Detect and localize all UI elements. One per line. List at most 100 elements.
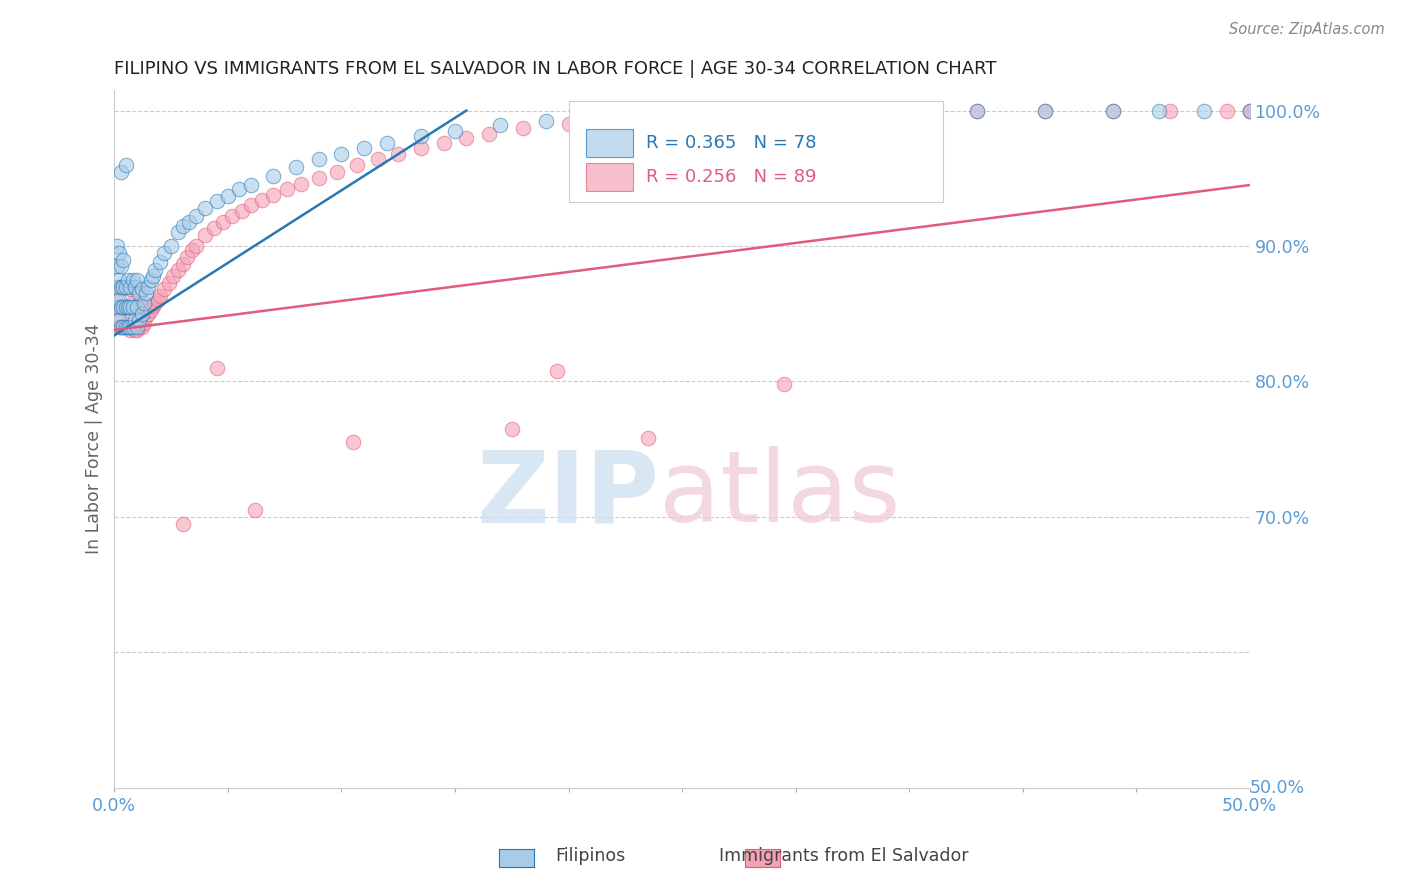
Point (128, 320, 150, 334)
Point (1102, 103, 1125, 118)
Point (807, 104, 830, 119)
Point (108, 293, 131, 307)
Point (110, 260, 132, 274)
Point (149, 255, 172, 269)
Point (1216, 103, 1239, 118)
Point (108, 245, 131, 260)
Point (326, 164, 349, 178)
Point (108, 320, 131, 334)
Text: R = 0.365   N = 78: R = 0.365 N = 78 (645, 134, 817, 152)
Point (114, 279, 136, 293)
Point (1033, 103, 1056, 118)
Point (124, 300, 146, 314)
Point (112, 300, 135, 314)
Point (367, 153, 389, 167)
Point (143, 263, 166, 277)
Point (194, 228, 217, 243)
Point (512, 121, 534, 136)
Point (898, 103, 921, 118)
Point (124, 323, 146, 337)
Point (308, 153, 330, 167)
Point (127, 300, 149, 314)
Point (131, 320, 153, 334)
Point (108, 300, 131, 314)
Point (353, 141, 375, 155)
Point (108, 279, 131, 293)
Point (243, 503, 266, 517)
Point (1239, 103, 1261, 118)
Point (110, 279, 132, 293)
Point (127, 320, 149, 334)
Point (157, 276, 180, 290)
Point (131, 282, 153, 296)
Point (114, 320, 136, 334)
Text: atlas: atlas (659, 446, 901, 543)
Point (114, 300, 136, 314)
Point (127, 300, 149, 314)
Point (105, 279, 128, 293)
Point (132, 316, 155, 330)
Point (603, 113, 626, 128)
Point (186, 209, 208, 223)
Point (112, 279, 135, 293)
Point (149, 289, 172, 303)
Point (110, 164, 132, 178)
Point (1159, 103, 1181, 118)
Point (217, 189, 239, 203)
Point (117, 320, 139, 334)
Point (121, 273, 143, 287)
Y-axis label: In Labor Force | Age 30-34: In Labor Force | Age 30-34 (86, 324, 103, 554)
Point (117, 273, 139, 287)
Point (127, 323, 149, 337)
Point (637, 431, 659, 445)
Point (172, 516, 194, 531)
Point (142, 299, 165, 313)
Point (114, 300, 136, 314)
Point (740, 106, 762, 120)
Point (276, 182, 298, 196)
Point (112, 320, 135, 334)
Point (290, 177, 312, 191)
Point (121, 300, 143, 314)
Point (212, 214, 235, 228)
Point (108, 273, 131, 287)
Point (433, 136, 456, 150)
Point (785, 103, 807, 118)
Point (139, 273, 162, 287)
FancyBboxPatch shape (585, 128, 633, 156)
Point (120, 279, 142, 293)
Point (308, 171, 330, 186)
Point (1239, 103, 1261, 118)
Point (153, 282, 176, 296)
Point (124, 279, 146, 293)
Point (117, 279, 139, 293)
Point (114, 320, 136, 334)
Point (409, 129, 432, 144)
Point (121, 295, 143, 310)
Point (262, 187, 284, 202)
Point (121, 320, 143, 334)
Point (671, 108, 693, 122)
Point (117, 320, 139, 334)
Point (105, 313, 128, 327)
Point (127, 273, 149, 287)
Point (346, 158, 368, 172)
Point (180, 243, 202, 257)
Point (108, 313, 131, 327)
Point (176, 250, 198, 264)
Point (966, 103, 988, 118)
Text: R = 0.256   N = 89: R = 0.256 N = 89 (645, 169, 817, 186)
Point (205, 194, 228, 209)
Point (179, 214, 201, 228)
Point (105, 300, 128, 314)
Point (105, 260, 128, 274)
Point (142, 268, 165, 283)
Point (124, 313, 146, 327)
Point (262, 169, 284, 183)
Point (231, 203, 253, 218)
Point (143, 295, 166, 310)
Point (128, 286, 150, 301)
Point (1033, 103, 1056, 118)
Point (138, 279, 160, 293)
Point (501, 422, 523, 436)
